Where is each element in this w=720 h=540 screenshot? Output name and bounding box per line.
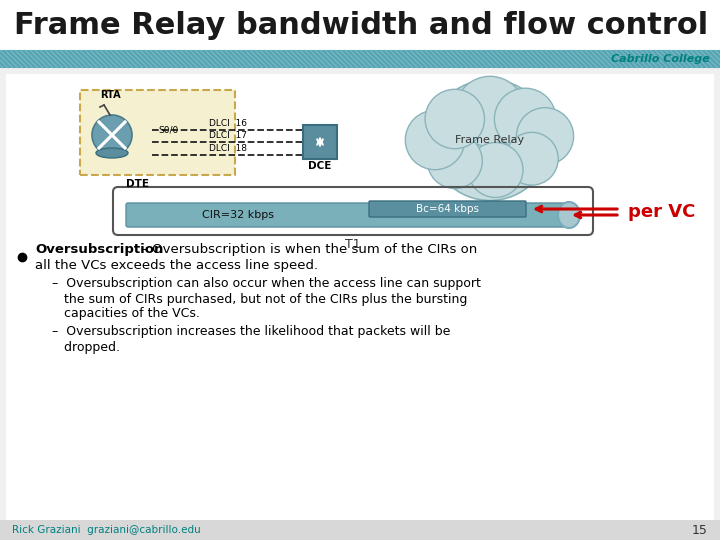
Text: S0/0: S0/0	[158, 125, 179, 134]
Text: 15: 15	[692, 523, 708, 537]
FancyBboxPatch shape	[0, 68, 720, 540]
Text: RTA: RTA	[99, 90, 120, 100]
Circle shape	[427, 133, 482, 188]
Text: Oversubscription: Oversubscription	[35, 244, 163, 256]
Circle shape	[455, 76, 525, 147]
Text: dropped.: dropped.	[52, 341, 120, 354]
Circle shape	[430, 79, 551, 200]
Text: CIR=32 kbps: CIR=32 kbps	[202, 210, 274, 220]
FancyBboxPatch shape	[303, 125, 337, 159]
Circle shape	[495, 88, 556, 150]
Text: Cabrillo College: Cabrillo College	[611, 54, 710, 64]
Text: T1: T1	[345, 238, 361, 251]
Circle shape	[516, 107, 574, 165]
Text: capacities of the VCs.: capacities of the VCs.	[52, 307, 200, 321]
Circle shape	[468, 143, 523, 198]
Text: – Oversubscription is when the sum of the CIRs on: – Oversubscription is when the sum of th…	[138, 244, 477, 256]
Text: DLCI  18: DLCI 18	[209, 144, 247, 153]
FancyBboxPatch shape	[126, 203, 565, 227]
Circle shape	[505, 132, 558, 185]
Text: per VC: per VC	[628, 203, 696, 221]
FancyBboxPatch shape	[0, 0, 720, 50]
Text: –  Oversubscription increases the likelihood that packets will be: – Oversubscription increases the likelih…	[52, 326, 451, 339]
FancyBboxPatch shape	[0, 50, 720, 68]
Text: DLCI  17: DLCI 17	[209, 131, 247, 140]
Text: the sum of CIRs purchased, but not of the CIRs plus the bursting: the sum of CIRs purchased, but not of th…	[52, 293, 467, 306]
Text: DCE: DCE	[308, 161, 332, 171]
Text: Rick Graziani  graziani@cabrillo.edu: Rick Graziani graziani@cabrillo.edu	[12, 525, 201, 535]
Text: Frame Relay: Frame Relay	[456, 135, 525, 145]
Ellipse shape	[558, 202, 580, 228]
Text: Frame Relay bandwidth and flow control: Frame Relay bandwidth and flow control	[14, 10, 708, 39]
Ellipse shape	[96, 148, 128, 158]
FancyBboxPatch shape	[0, 520, 720, 540]
FancyBboxPatch shape	[6, 74, 714, 534]
Text: Bc=64 kbps: Bc=64 kbps	[416, 204, 479, 214]
Circle shape	[92, 115, 132, 155]
FancyBboxPatch shape	[369, 201, 526, 217]
Text: DTE: DTE	[126, 179, 149, 189]
Circle shape	[405, 110, 464, 170]
Text: –  Oversubscription can also occur when the access line can support: – Oversubscription can also occur when t…	[52, 278, 481, 291]
Circle shape	[425, 89, 485, 148]
Text: DLCI  16: DLCI 16	[209, 119, 247, 128]
Text: all the VCs exceeds the access line speed.: all the VCs exceeds the access line spee…	[35, 260, 318, 273]
FancyBboxPatch shape	[80, 90, 235, 175]
